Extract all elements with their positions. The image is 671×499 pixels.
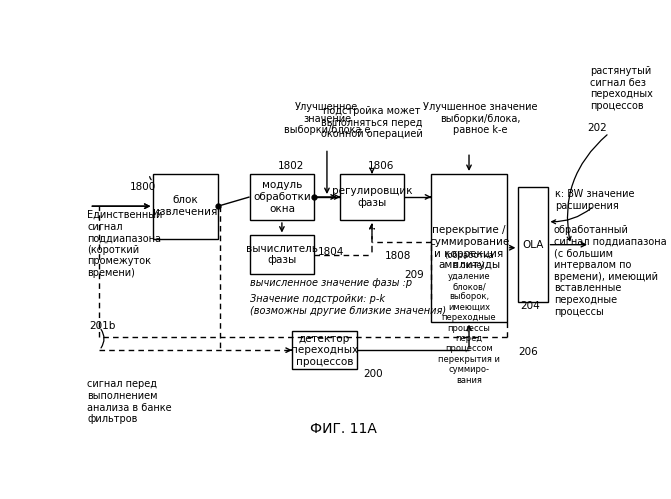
Text: 201b: 201b (89, 320, 116, 330)
Bar (292, 331, 356, 369)
Text: 1800: 1800 (130, 182, 156, 192)
Text: модуль
обработки
окна: модуль обработки окна (253, 180, 311, 214)
Text: подстройка может
выполняться перед
оконной операцией: подстройка может выполняться перед оконн… (321, 106, 423, 139)
Text: 209: 209 (405, 270, 424, 280)
Text: 202: 202 (588, 123, 607, 133)
Text: вычислитель
фазы: вычислитель фазы (246, 244, 318, 265)
Bar (431, 174, 507, 322)
Text: вычисленное значение фазы :p: вычисленное значение фазы :p (250, 278, 412, 288)
Text: обработанный
сигнал поддиапазона
(с большим
интервалом по
времени), имеющий
вста: обработанный сигнал поддиапазона (с боль… (554, 226, 666, 317)
Text: 200: 200 (363, 369, 382, 379)
Text: перекрытие /
суммирование
и коррекция
амплитуды: перекрытие / суммирование и коррекция ам… (429, 226, 509, 270)
Bar (518, 187, 548, 302)
Text: к: BW значение
расширения: к: BW значение расширения (555, 189, 635, 211)
Bar (340, 174, 405, 220)
Text: 206: 206 (518, 347, 538, 357)
Text: Единственный
сигнал
поддиапазона
(короткий
промежуток
времени): Единственный сигнал поддиапазона (коротк… (87, 210, 162, 278)
Text: 1802: 1802 (278, 161, 305, 171)
Text: 1806: 1806 (368, 161, 395, 171)
Text: OLA: OLA (522, 240, 544, 250)
Text: (обработка
в окне)
удаление
блоков/
выборок,
имеющих
переходные
процессы
перед
п: (обработка в окне) удаление блоков/ выбо… (438, 251, 500, 385)
Text: 204: 204 (520, 301, 539, 311)
Text: сигнал перед
выполнением
анализа в банке
фильтров: сигнал перед выполнением анализа в банке… (87, 379, 172, 424)
Bar (153, 174, 218, 239)
Text: блок
извлечения: блок извлечения (154, 196, 218, 217)
Text: 1808: 1808 (385, 251, 411, 261)
Text: Значение подстройки: p-k
(возможны другие близкие значения): Значение подстройки: p-k (возможны други… (250, 294, 446, 315)
Bar (250, 174, 314, 220)
Text: Улучшенное значение
выборки/блока,
равное k-е: Улучшенное значение выборки/блока, равно… (423, 102, 538, 135)
Text: детектор
переходных
процессов: детектор переходных процессов (291, 333, 358, 367)
Text: растянутый
сигнал без
переходных
процессов: растянутый сигнал без переходных процесс… (590, 66, 653, 111)
Text: Улучшенное
значение
выборки/блока е: Улучшенное значение выборки/блока е (284, 102, 370, 135)
Text: 1804: 1804 (318, 248, 344, 257)
Text: ФИГ. 11А: ФИГ. 11А (311, 422, 377, 436)
Bar (250, 236, 314, 274)
Text: регулировщик
фазы: регулировщик фазы (331, 186, 412, 208)
